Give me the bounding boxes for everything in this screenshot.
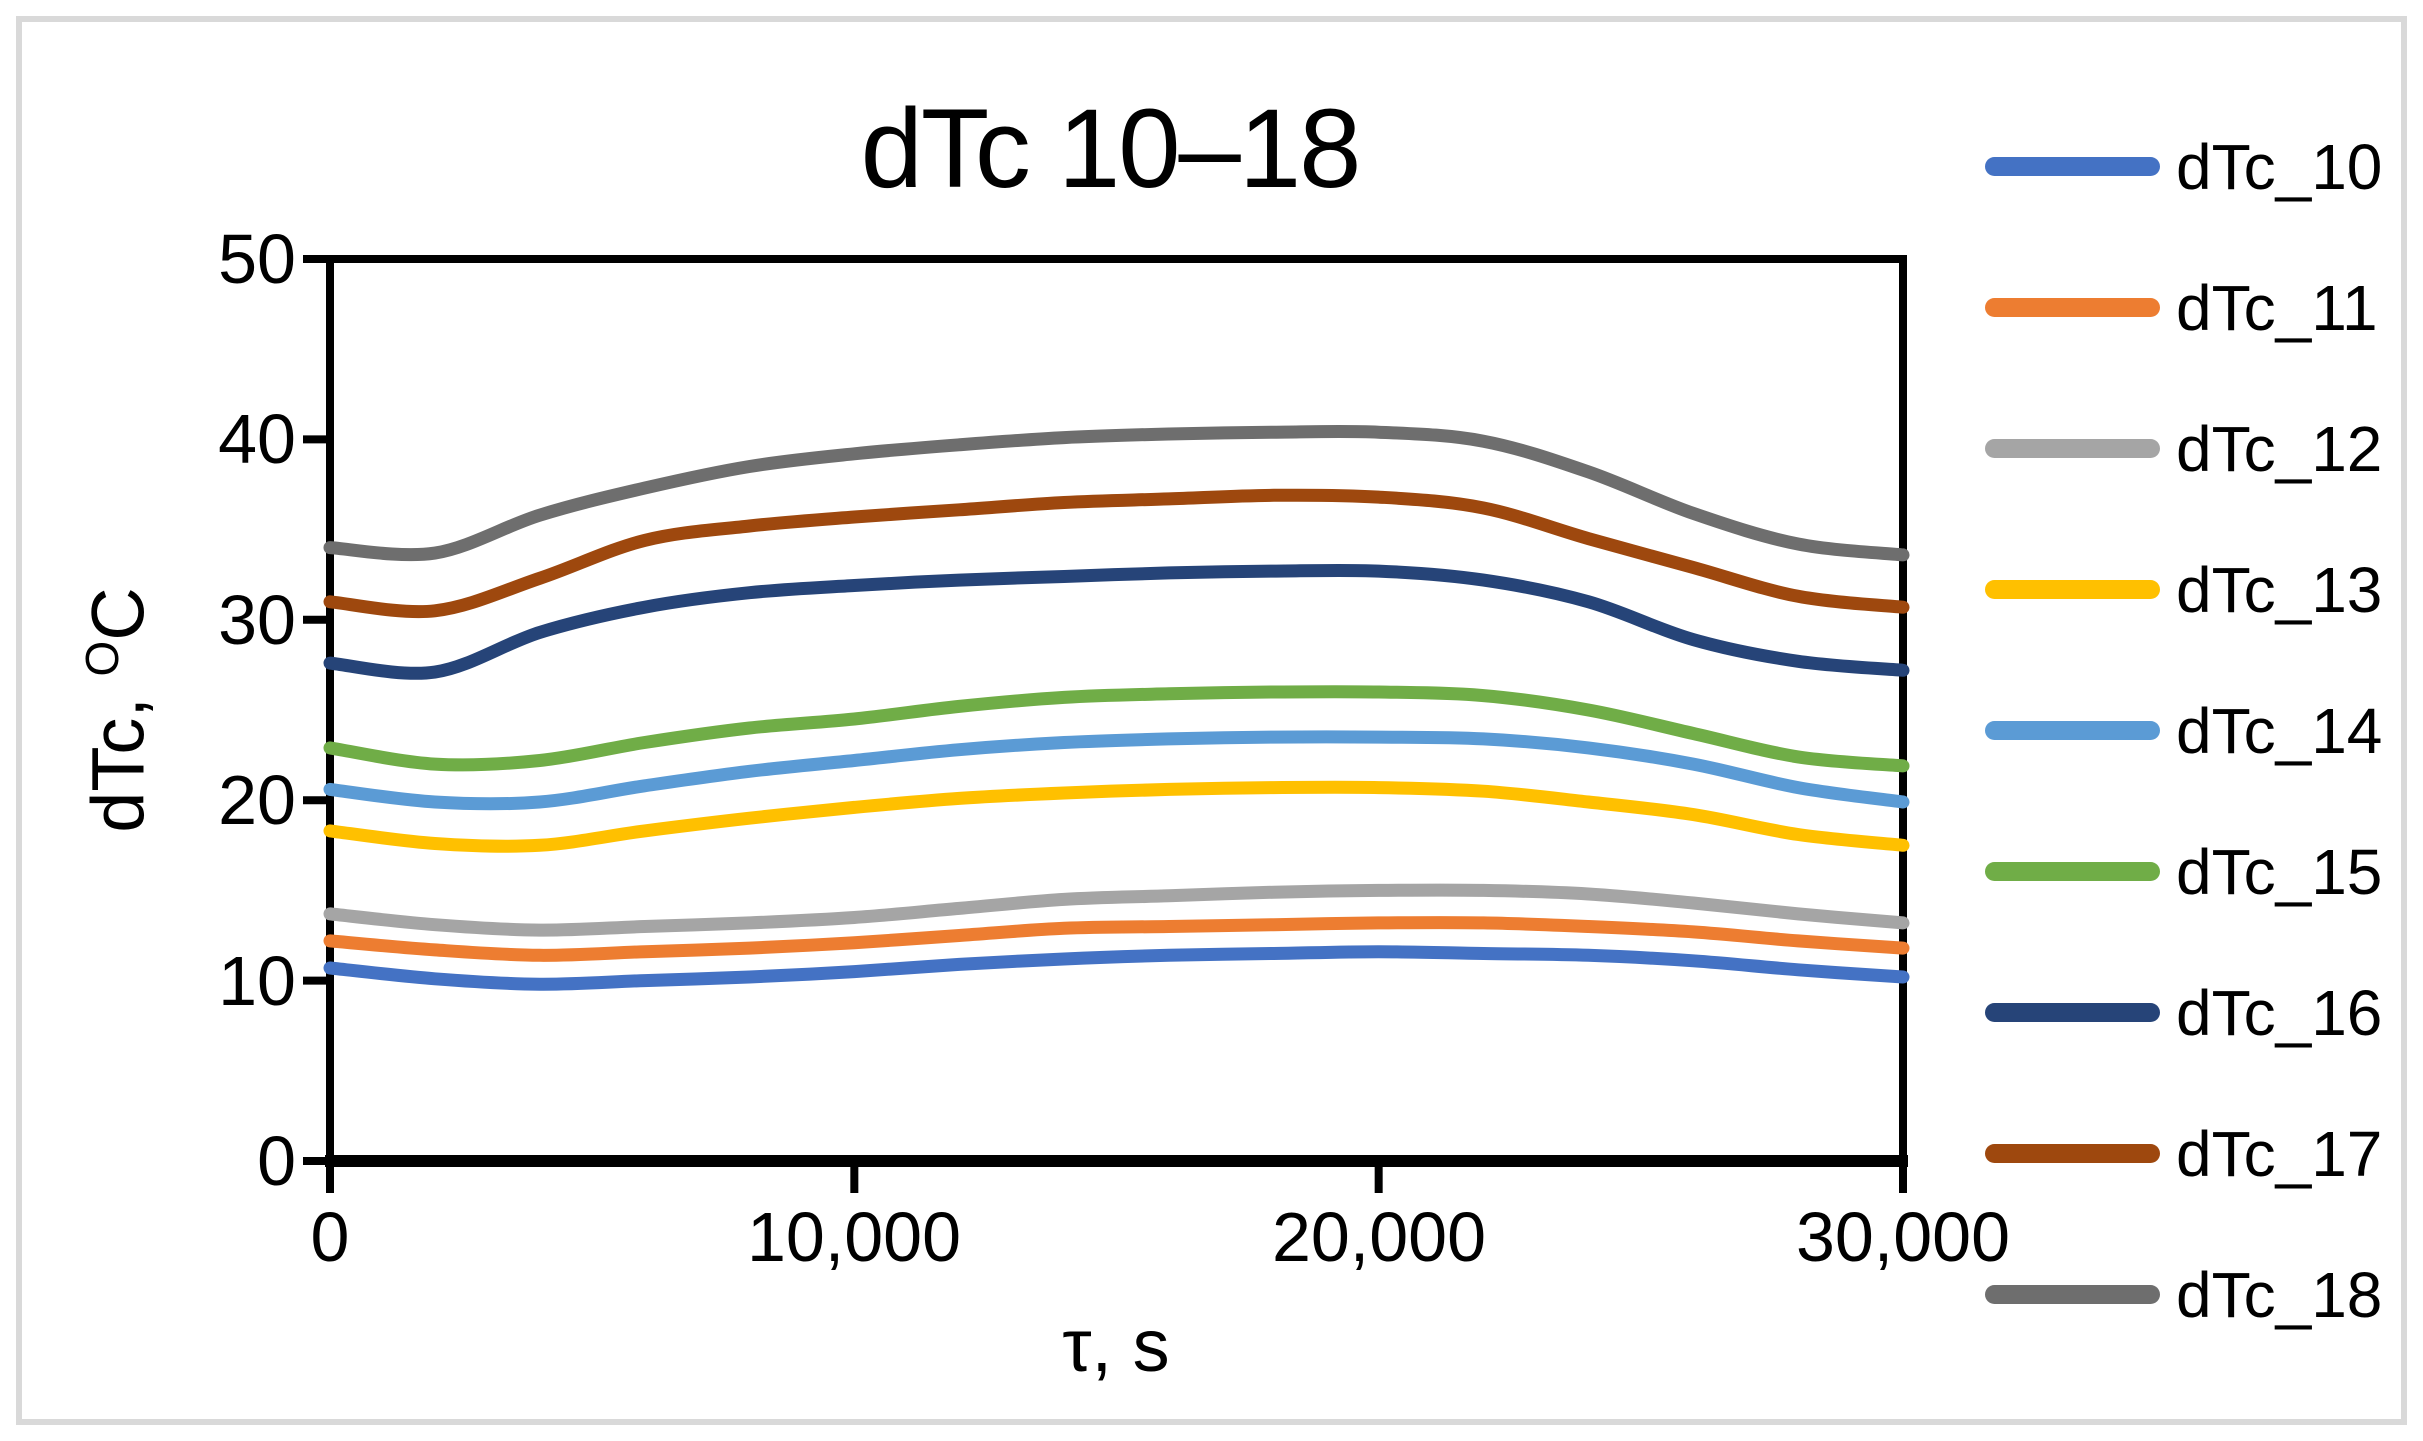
y-tick-label-40: 40 [218, 400, 296, 478]
y-axis-title: dTc, OC [52, 410, 160, 1010]
legend-item-dTc_15: dTc_15 [1985, 801, 2405, 942]
legend-item-dTc_12: dTc_12 [1985, 378, 2405, 519]
x-tick-label-10000: 10,000 [746, 1198, 962, 1276]
y-tick-label-30: 30 [218, 581, 296, 659]
legend-label: dTc_12 [2176, 412, 2383, 485]
y-axis-title-unit: C [76, 587, 160, 641]
legend-label: dTc_11 [2176, 271, 2378, 344]
legend-label: dTc_17 [2176, 1117, 2383, 1190]
y-tick-label-10: 10 [218, 942, 296, 1020]
y-tick-label-0: 0 [257, 1122, 296, 1200]
legend-line-swatch [1985, 439, 2160, 458]
y-tick-label-50: 50 [218, 220, 296, 298]
legend-item-dTc_10: dTc_10 [1985, 96, 2405, 237]
legend-line-swatch [1985, 580, 2160, 599]
x-tick-label-20000: 20,000 [1271, 1198, 1487, 1276]
legend-item-dTc_17: dTc_17 [1985, 1083, 2405, 1224]
legend-item-dTc_13: dTc_13 [1985, 519, 2405, 660]
chart-title: dTc 10–18 [860, 86, 1362, 211]
legend-line-swatch [1985, 298, 2160, 317]
y-axis-title-text: dTc, [76, 676, 160, 833]
legend-item-dTc_11: dTc_11 [1985, 237, 2405, 378]
legend-line-swatch [1985, 862, 2160, 881]
legend-label: dTc_13 [2176, 553, 2383, 626]
legend-item-dTc_16: dTc_16 [1985, 942, 2405, 1083]
x-axis-title: τ, s [1062, 1304, 1170, 1387]
legend-item-dTc_18: dTc_18 [1985, 1224, 2405, 1365]
legend-label: dTc_10 [2176, 130, 2383, 203]
x-tick-label-30000: 30,000 [1795, 1198, 2011, 1276]
legend-line-swatch [1985, 1003, 2160, 1022]
legend-label: dTc_15 [2176, 835, 2383, 908]
legend-label: dTc_18 [2176, 1258, 2383, 1331]
legend-line-swatch [1985, 721, 2160, 740]
legend-item-dTc_14: dTc_14 [1985, 660, 2405, 801]
legend: dTc_10 dTc_11 dTc_12 dTc_13 dTc_14 dTc_1… [1985, 96, 2405, 1365]
y-axis-title-degree: O [76, 640, 128, 677]
legend-line-swatch [1985, 157, 2160, 176]
legend-line-swatch [1985, 1144, 2160, 1163]
legend-label: dTc_16 [2176, 976, 2383, 1049]
legend-line-swatch [1985, 1285, 2160, 1304]
picture-border [16, 16, 2407, 1425]
x-tick-label-0: 0 [310, 1198, 350, 1276]
y-tick-label-20: 20 [218, 761, 296, 839]
legend-label: dTc_14 [2176, 694, 2383, 767]
